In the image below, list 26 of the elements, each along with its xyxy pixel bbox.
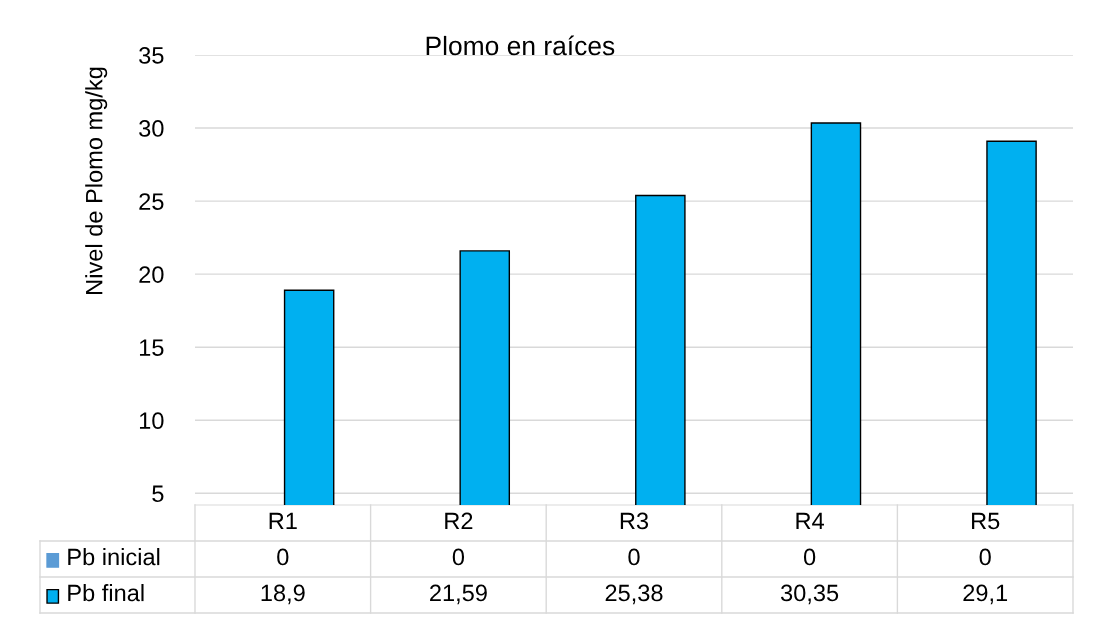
- x-tick-label: R3: [620, 512, 649, 530]
- y-tick-label: 25: [139, 193, 164, 210]
- data-label: 18,9: [261, 584, 305, 605]
- y-tick-label: 5: [152, 485, 164, 503]
- y-tick-label: 35: [139, 47, 164, 64]
- legend-label: Pb final: [68, 583, 144, 602]
- text: 0: [979, 548, 991, 566]
- y-axis-title: Nivel de Plomo mg/kg: [85, 67, 108, 294]
- x-tick-label: R4: [796, 512, 824, 530]
- x-tick-label: R5: [972, 512, 1000, 530]
- y-tick-label: 10: [139, 412, 164, 430]
- data-label: 30,35: [780, 584, 839, 605]
- data-label: 21,59: [430, 584, 487, 605]
- legend-label: Pb inicial: [68, 547, 160, 566]
- y-tick-label: 30: [139, 120, 164, 137]
- data-label: 29,1: [963, 584, 1008, 605]
- text: 0: [452, 548, 465, 566]
- text: 0: [277, 548, 289, 566]
- data-label: 25,38: [605, 584, 663, 605]
- y-tick-label: 20: [139, 266, 164, 283]
- text: 0: [628, 548, 640, 566]
- text: 0: [803, 548, 816, 566]
- y-tick-label: 15: [139, 339, 164, 356]
- x-tick-label: R1: [269, 512, 297, 530]
- x-tick-label: R2: [445, 512, 473, 530]
- chart-title: Plomo en raíces: [426, 35, 615, 56]
